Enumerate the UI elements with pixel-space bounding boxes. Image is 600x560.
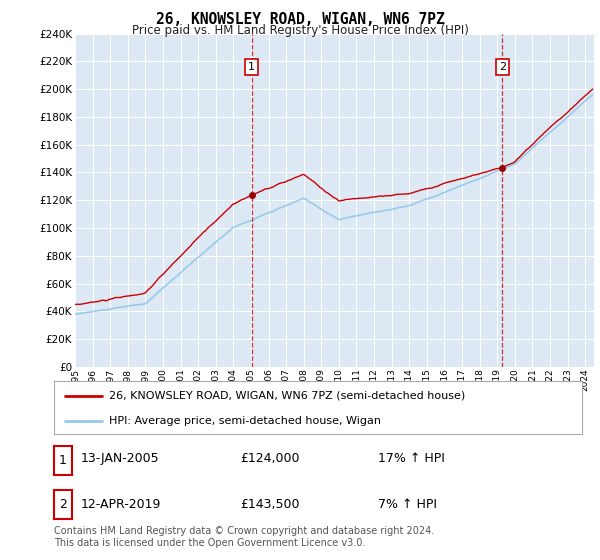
Text: £124,000: £124,000 [240,452,299,465]
Text: 26, KNOWSLEY ROAD, WIGAN, WN6 7PZ (semi-detached house): 26, KNOWSLEY ROAD, WIGAN, WN6 7PZ (semi-… [109,391,466,401]
Text: 17% ↑ HPI: 17% ↑ HPI [378,452,445,465]
Text: Price paid vs. HM Land Registry's House Price Index (HPI): Price paid vs. HM Land Registry's House … [131,24,469,36]
Text: 2: 2 [499,62,506,72]
Text: 26, KNOWSLEY ROAD, WIGAN, WN6 7PZ: 26, KNOWSLEY ROAD, WIGAN, WN6 7PZ [155,12,445,27]
Text: 12-APR-2019: 12-APR-2019 [81,498,161,511]
Text: 1: 1 [59,454,67,467]
Text: 2: 2 [59,498,67,511]
Text: Contains HM Land Registry data © Crown copyright and database right 2024.
This d: Contains HM Land Registry data © Crown c… [54,526,434,548]
Text: £143,500: £143,500 [240,498,299,511]
Text: HPI: Average price, semi-detached house, Wigan: HPI: Average price, semi-detached house,… [109,416,382,426]
Text: 13-JAN-2005: 13-JAN-2005 [81,452,160,465]
Text: 1: 1 [248,62,255,72]
Text: 7% ↑ HPI: 7% ↑ HPI [378,498,437,511]
